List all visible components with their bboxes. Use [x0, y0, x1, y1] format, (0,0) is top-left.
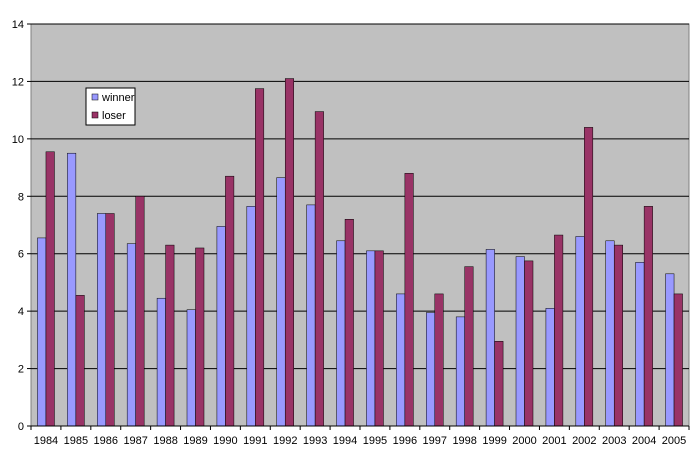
y-tick-label: 2 — [18, 364, 24, 376]
bar-loser-1997 — [434, 293, 444, 427]
bar-winner-2000 — [515, 256, 525, 427]
x-tick-label: 1997 — [423, 435, 447, 447]
legend-swatch-winner — [91, 93, 99, 101]
bar-loser-1999 — [494, 341, 504, 427]
legend-label-winner: winner — [101, 92, 135, 104]
bar-winner-1994 — [336, 240, 346, 427]
bar-winner-1995 — [366, 250, 376, 427]
y-tick-label: 6 — [18, 249, 24, 261]
bar-loser-1995 — [374, 250, 384, 427]
x-tick-label: 2004 — [632, 435, 656, 447]
bar-winner-2002 — [575, 236, 585, 427]
x-tick-label: 1998 — [452, 435, 476, 447]
bar-loser-1994 — [344, 219, 354, 427]
bar-winner-1997 — [426, 312, 436, 427]
bar-winner-1999 — [485, 249, 495, 427]
x-tick-label: 1989 — [183, 435, 207, 447]
x-tick-label: 1988 — [153, 435, 177, 447]
bar-winner-1985 — [67, 152, 77, 427]
y-tick-label: 4 — [18, 306, 24, 318]
x-tick-label: 2003 — [602, 435, 626, 447]
x-tick-label: 1993 — [303, 435, 327, 447]
bar-loser-2000 — [524, 260, 534, 427]
bar-loser-1986 — [105, 213, 115, 427]
legend: winner loser — [85, 87, 136, 126]
y-tick-label: 0 — [18, 421, 24, 433]
x-tick-label: 1990 — [213, 435, 237, 447]
bar-loser-2005 — [673, 293, 683, 427]
bar-loser-1988 — [165, 244, 175, 427]
x-tick-label: 1992 — [273, 435, 297, 447]
y-tick-label: 12 — [12, 76, 24, 88]
x-tick-label: 1999 — [482, 435, 506, 447]
x-tick-label: 1994 — [333, 435, 357, 447]
bar-loser-1993 — [314, 111, 324, 427]
bar-winner-1986 — [97, 213, 107, 427]
bar-winner-1989 — [186, 309, 196, 427]
bar-loser-1996 — [404, 173, 414, 427]
x-tick-label: 2005 — [662, 435, 686, 447]
bar-winner-1987 — [126, 243, 136, 427]
x-tick-label: 1987 — [123, 435, 147, 447]
y-tick-label: 8 — [18, 191, 24, 203]
x-tick-label: 2000 — [512, 435, 536, 447]
legend-label-loser: loser — [102, 110, 126, 122]
x-tick-label: 1986 — [94, 435, 118, 447]
x-tick-label: 1985 — [64, 435, 88, 447]
y-axis: 0 2 4 6 8 10 12 14 — [12, 19, 31, 433]
bar-winner-2003 — [605, 240, 615, 427]
bar-loser-1991 — [255, 88, 265, 427]
bar-winner-1984 — [37, 237, 47, 427]
bar-loser-1998 — [464, 266, 474, 427]
y-tick-label: 10 — [12, 134, 24, 146]
x-tick-label: 1991 — [243, 435, 267, 447]
bar-loser-2001 — [554, 234, 564, 427]
bar-loser-1989 — [195, 247, 205, 427]
bar-loser-2003 — [613, 244, 623, 427]
bar-loser-1984 — [45, 151, 55, 427]
legend-swatch-loser — [91, 111, 99, 119]
bar-loser-2004 — [643, 206, 653, 427]
bar-winner-1988 — [156, 297, 166, 427]
bar-winner-2005 — [665, 273, 675, 427]
bar-loser-1985 — [75, 295, 85, 427]
bar-winner-2004 — [635, 262, 645, 427]
bar-winner-2001 — [545, 308, 555, 427]
x-tick-label: 1996 — [393, 435, 417, 447]
bar-winner-1990 — [216, 226, 226, 427]
x-tick-label: 1984 — [34, 435, 58, 447]
bar-winner-1993 — [306, 204, 316, 427]
bar-loser-1992 — [284, 78, 294, 427]
bar-winner-1992 — [276, 177, 286, 427]
x-axis: 1984 1985 1986 1987 1988 1989 1990 1991 1992 1993… — [30, 425, 690, 447]
bar-loser-2002 — [584, 127, 594, 427]
bar-winner-1998 — [455, 316, 465, 427]
bar-loser-1990 — [225, 175, 235, 427]
y-tick-label: 14 — [12, 19, 24, 31]
x-tick-label: 2002 — [572, 435, 596, 447]
bar-winner-1991 — [246, 206, 256, 427]
x-tick-label: 1995 — [363, 435, 387, 447]
x-tick-label: 2001 — [542, 435, 566, 447]
bar-winner-1996 — [396, 293, 406, 427]
bar-loser-1987 — [135, 196, 145, 427]
